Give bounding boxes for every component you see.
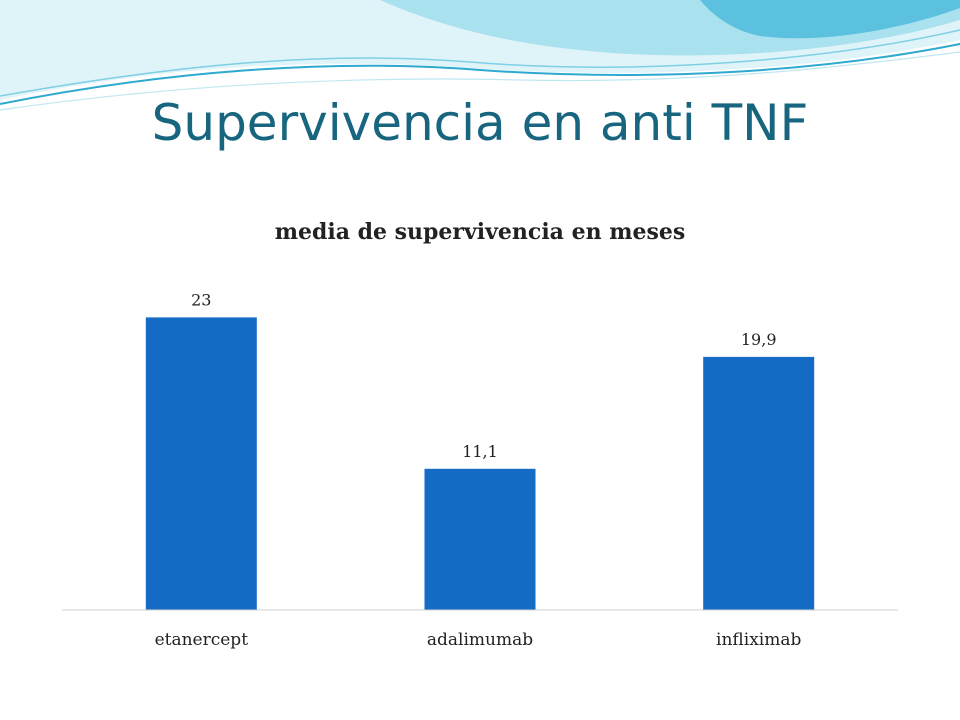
decorative-wave-header (0, 0, 960, 111)
chart-title: media de supervivencia en meses (275, 219, 686, 245)
data-label-adalimumab: 11,1 (462, 442, 498, 461)
wave-line-2 (0, 29, 960, 97)
wave-dark-band (700, 0, 960, 39)
bar-etanercept (145, 317, 257, 610)
bar-adalimumab (424, 468, 536, 610)
x-tick-label-adalimumab: adalimumab (427, 630, 533, 650)
bars-layer (145, 317, 815, 610)
x-tick-label-etanercept: etanercept (155, 630, 249, 650)
wave-line-3 (0, 51, 960, 111)
slide-title: Supervivencia en anti TNF (151, 94, 809, 152)
data-label-infliximab: 19,9 (741, 330, 777, 349)
x-tick-label-infliximab: infliximab (716, 630, 801, 650)
data-label-etanercept: 23 (191, 290, 211, 309)
bar-infliximab (703, 356, 815, 610)
wave-line-1 (0, 43, 960, 105)
labels-layer: 23 etanercept 11,1 adalimumab 19,9 infliximab (155, 290, 802, 650)
